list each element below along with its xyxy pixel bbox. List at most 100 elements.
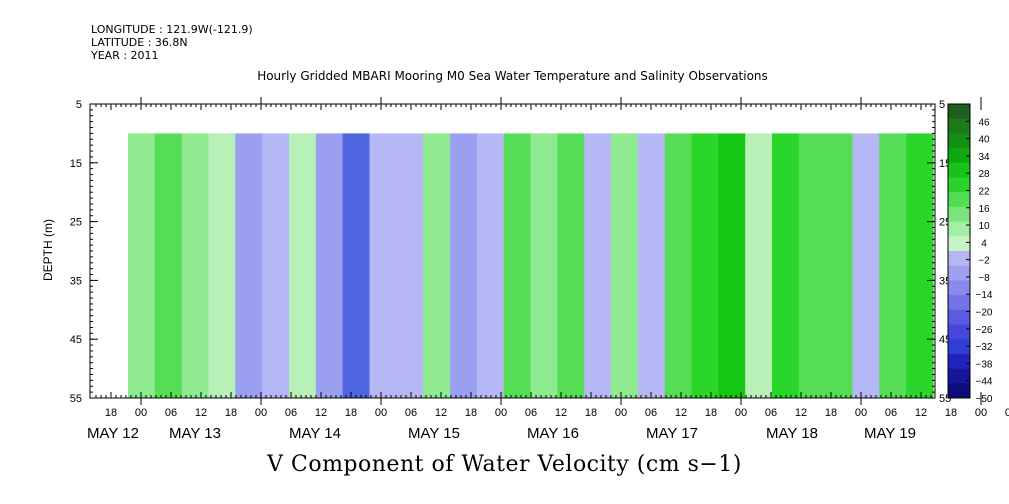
colorbar-swatch <box>948 177 970 193</box>
heatmap-cell <box>128 133 156 398</box>
heatmap-cell <box>396 133 424 398</box>
colorbar-swatch <box>948 309 970 325</box>
heatmap-field <box>128 133 934 398</box>
year-label: YEAR : 2011 <box>91 49 159 62</box>
heatmap-cell <box>664 133 693 398</box>
x-tick-label: 18 <box>465 407 477 419</box>
colorbar-label: 28 <box>978 169 990 180</box>
y-tick-label: 45 <box>70 334 82 346</box>
y-tick-label: 15 <box>70 158 82 170</box>
x-tick-label: 18 <box>225 407 237 419</box>
colorbar-label: 22 <box>978 186 990 197</box>
heatmap-cell <box>798 133 827 398</box>
colorbar-label: −32 <box>976 342 993 353</box>
colorbar-swatch <box>948 324 970 340</box>
heatmap-cell <box>584 133 612 398</box>
colorbar-label: −44 <box>976 377 993 388</box>
x-tick-label: 18 <box>825 407 837 419</box>
y-tick-label: 25 <box>70 217 82 229</box>
x-tick-label: 06 <box>285 407 297 419</box>
x-tick-label: 06 <box>165 407 177 419</box>
colorbar-label: −2 <box>978 256 990 267</box>
heatmap-cell <box>181 133 210 398</box>
heatmap-cell <box>691 133 719 398</box>
colorbar-swatch <box>948 368 970 384</box>
heatmap-cell <box>476 133 505 398</box>
colorbar-swatch <box>948 118 970 134</box>
heatmap-cell <box>825 133 854 398</box>
x-tick-label: 18 <box>345 407 357 419</box>
x-tick-label: 12 <box>315 407 327 419</box>
colorbar-swatch <box>948 265 970 281</box>
y-tick-label: 55 <box>70 393 82 405</box>
variable-title: V Component of Water Velocity (cm s−1) <box>267 452 742 477</box>
heatmap-cell <box>369 133 397 398</box>
heatmap-cell <box>557 133 585 398</box>
heatmap-cell <box>450 133 478 398</box>
heatmap-cell <box>503 133 532 398</box>
x-day-label: MAY 15 <box>408 425 460 442</box>
colorbar-swatch <box>948 236 970 252</box>
latitude-label: LATITUDE : 36.8N <box>91 36 188 49</box>
x-day-label: MAY 13 <box>169 425 221 442</box>
heatmap-cell <box>262 133 290 398</box>
y-tick-label-right: 5 <box>939 99 945 111</box>
colorbar-swatch <box>948 280 970 296</box>
x-tick-label: 00 <box>255 407 267 419</box>
colorbar-swatch <box>948 383 970 399</box>
x-tick-label: 18 <box>705 407 717 419</box>
x-tick-label: 00 <box>495 407 507 419</box>
heatmap-cell <box>208 133 236 398</box>
x-tick-label: 06 <box>645 407 657 419</box>
heatmap-cell <box>235 133 263 398</box>
heatmap-cell <box>879 133 907 398</box>
chart-title: Hourly Gridded MBARI Mooring M0 Sea Wate… <box>257 69 768 83</box>
x-tick-label: 00 <box>735 407 747 419</box>
colorbar-label: −38 <box>976 359 993 370</box>
x-tick-label: 06 <box>765 407 777 419</box>
x-tick-label: 12 <box>435 407 447 419</box>
colorbar-label: 10 <box>978 221 990 232</box>
longitude-label: LONGITUDE : 121.9W(-121.9) <box>91 23 253 36</box>
y-axis-label: DEPTH (m) <box>41 219 55 281</box>
colorbar-swatch <box>948 295 970 311</box>
heatmap-cell <box>637 133 666 398</box>
x-day-label: MAY 19 <box>864 425 916 442</box>
x-tick-label: 12 <box>675 407 687 419</box>
heatmap-cell <box>906 133 934 398</box>
x-tick-label: 18 <box>945 407 957 419</box>
x-tick-label: 12 <box>915 407 927 419</box>
colorbar-label: 34 <box>978 152 990 163</box>
y-tick-label: 35 <box>70 275 82 287</box>
y-tick-label: 5 <box>76 99 82 111</box>
colorbar-swatch <box>948 353 970 370</box>
x-tick-label: 00 <box>615 407 627 419</box>
colorbar-swatch <box>948 133 970 149</box>
colorbar-swatch <box>948 251 970 267</box>
x-tick-label: 18 <box>105 407 117 419</box>
x-tick-label: 06 <box>525 407 537 419</box>
colorbar-swatch <box>948 339 970 355</box>
colorbar-label: 40 <box>978 135 990 146</box>
x-tick-label: 00 <box>135 407 147 419</box>
heatmap-cell <box>423 133 451 398</box>
colorbar-label: −20 <box>976 308 993 319</box>
x-tick-label: 12 <box>555 407 567 419</box>
colorbar-label: 4 <box>981 238 987 249</box>
x-tick-label: 06 <box>1005 407 1009 419</box>
heatmap-cell <box>530 133 558 398</box>
x-tick-label: 00 <box>375 407 387 419</box>
x-day-label: MAY 12 <box>87 425 139 442</box>
colorbar-swatch <box>948 192 970 208</box>
x-day-label: MAY 17 <box>646 425 698 442</box>
colorbar-swatch <box>948 148 970 164</box>
colorbar-label: 16 <box>978 204 990 215</box>
x-tick-label: 18 <box>585 407 597 419</box>
colorbar-frame <box>947 103 971 399</box>
x-day-label: MAY 14 <box>289 425 341 442</box>
x-tick-label: 00 <box>975 407 987 419</box>
heatmap-cell <box>852 133 880 398</box>
colorbar-label: 46 <box>978 117 990 128</box>
